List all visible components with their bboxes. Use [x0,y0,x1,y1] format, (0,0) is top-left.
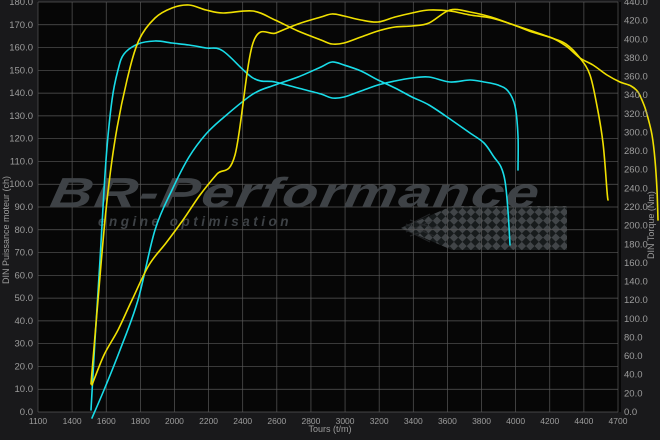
svg-text:20.0: 20.0 [624,388,643,399]
svg-text:3800: 3800 [472,416,491,426]
svg-text:320.0: 320.0 [624,109,648,120]
svg-text:3600: 3600 [438,416,457,426]
svg-text:100.0: 100.0 [9,179,33,190]
svg-text:4700: 4700 [609,416,628,426]
svg-text:BR-Performance: BR-Performance [47,169,545,216]
svg-text:180.0: 180.0 [624,239,648,250]
svg-text:220.0: 220.0 [624,202,648,213]
svg-text:170.0: 170.0 [9,20,33,31]
svg-text:2600: 2600 [267,416,286,426]
svg-text:80.0: 80.0 [624,332,643,343]
svg-text:140.0: 140.0 [9,88,33,99]
svg-text:1600: 1600 [97,416,116,426]
svg-text:80.0: 80.0 [15,225,34,236]
svg-text:50.0: 50.0 [15,293,34,304]
svg-text:70.0: 70.0 [15,248,34,259]
svg-text:280.0: 280.0 [624,146,648,157]
svg-text:130.0: 130.0 [9,111,33,122]
svg-text:20.0: 20.0 [15,361,34,372]
svg-text:300.0: 300.0 [624,127,648,138]
svg-text:110.0: 110.0 [10,156,33,167]
svg-text:40.0: 40.0 [624,370,643,381]
svg-text:3200: 3200 [370,416,389,426]
svg-text:2000: 2000 [165,416,184,426]
svg-text:120.0: 120.0 [624,295,648,306]
svg-text:60.0: 60.0 [624,351,643,362]
svg-text:1400: 1400 [63,416,82,426]
svg-text:140.0: 140.0 [624,277,648,288]
svg-text:160.0: 160.0 [624,258,648,269]
svg-text:360.0: 360.0 [624,72,648,83]
svg-text:40.0: 40.0 [15,316,34,327]
svg-text:DIN Puissance moteur (ch): DIN Puissance moteur (ch) [1,176,11,284]
svg-text:400.0: 400.0 [624,34,648,45]
svg-text:Tours (t/m): Tours (t/m) [308,424,351,434]
svg-text:120.0: 120.0 [9,134,33,145]
svg-text:200.0: 200.0 [624,221,648,232]
svg-text:10.0: 10.0 [15,384,34,395]
svg-text:60.0: 60.0 [15,270,34,281]
svg-text:4400: 4400 [574,416,593,426]
svg-text:100.0: 100.0 [624,314,648,325]
svg-text:340.0: 340.0 [624,90,648,101]
svg-text:1800: 1800 [131,416,150,426]
svg-text:240.0: 240.0 [624,183,648,194]
svg-text:2200: 2200 [199,416,218,426]
svg-text:420.0: 420.0 [624,16,648,27]
svg-text:engine optimisation: engine optimisation [98,214,292,229]
svg-text:DIN Torque (Nm): DIN Torque (Nm) [646,191,656,259]
svg-text:440.0: 440.0 [624,0,648,8]
svg-text:30.0: 30.0 [15,339,34,350]
svg-text:3400: 3400 [404,416,423,426]
svg-text:1100: 1100 [29,416,48,426]
svg-text:180.0: 180.0 [9,0,33,8]
svg-text:150.0: 150.0 [9,65,33,76]
svg-text:90.0: 90.0 [15,202,34,213]
svg-text:380.0: 380.0 [624,53,648,64]
svg-text:260.0: 260.0 [624,165,648,176]
svg-text:4200: 4200 [540,416,559,426]
svg-text:2400: 2400 [233,416,252,426]
svg-text:160.0: 160.0 [9,43,33,54]
svg-text:4000: 4000 [506,416,525,426]
